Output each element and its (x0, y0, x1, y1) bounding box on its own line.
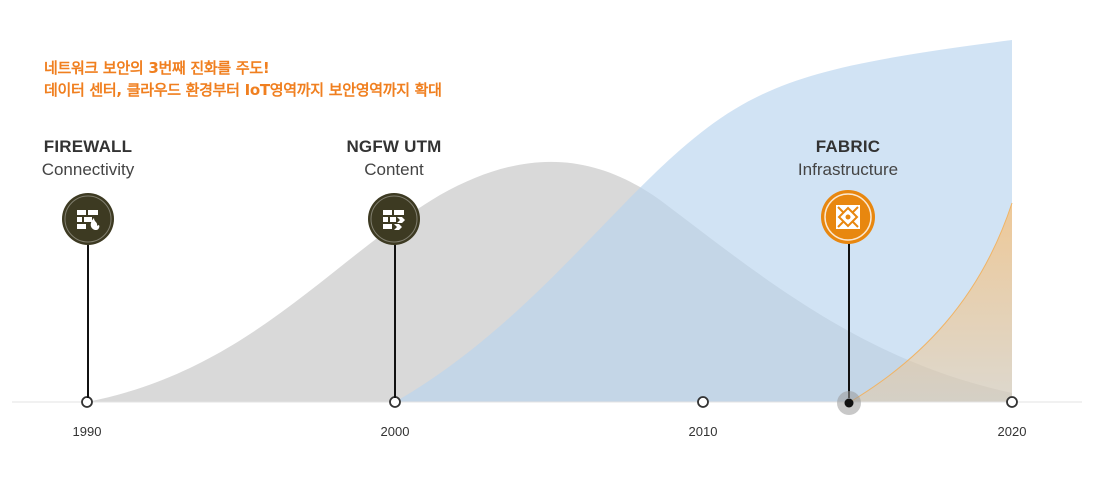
stage-ngfw-label: NGFW UTM Content (304, 136, 484, 182)
firewall-content-icon (383, 210, 405, 230)
blue-wave-area (395, 40, 1012, 402)
headline-line-1: 네트워크 보안의 3번째 진화를 주도! (44, 59, 270, 77)
year-label-1990: 1990 (72, 424, 102, 439)
year-label-2000: 2000 (380, 424, 410, 439)
stage-title: NGFW UTM (346, 137, 442, 156)
year-label-2010: 2010 (688, 424, 718, 439)
stage-fabric-marker (821, 190, 875, 415)
orange-wave-area (850, 203, 1012, 402)
tick-2000 (389, 396, 401, 408)
stage-subtitle: Infrastructure (797, 160, 899, 179)
current-point (844, 398, 854, 408)
stage-subtitle: Content (364, 160, 424, 179)
fabric-icon (836, 205, 860, 229)
headline: 네트워크 보안의 3번째 진화를 주도! 데이터 센터, 클라우드 환경부터 I… (44, 57, 442, 101)
firewall-fire-icon (77, 210, 100, 230)
stage-title: FABRIC (815, 137, 881, 156)
stage-subtitle: Connectivity (41, 160, 135, 179)
tick-1990 (81, 396, 93, 408)
stage-ngfw-marker (368, 193, 420, 398)
tick-2020 (1006, 396, 1018, 408)
stage-firewall-label: FIREWALL Connectivity (0, 136, 178, 182)
stage-firewall-marker (62, 193, 114, 398)
tick-2010 (697, 396, 709, 408)
headline-line-2: 데이터 센터, 클라우드 환경부터 IoT영역까지 보안영역까지 확대 (44, 81, 442, 99)
year-label-2020: 2020 (997, 424, 1027, 439)
orange-wave-edge (849, 202, 1013, 403)
stage-fabric-label: FABRIC Infrastructure (758, 136, 938, 182)
stage-title: FIREWALL (43, 137, 133, 156)
